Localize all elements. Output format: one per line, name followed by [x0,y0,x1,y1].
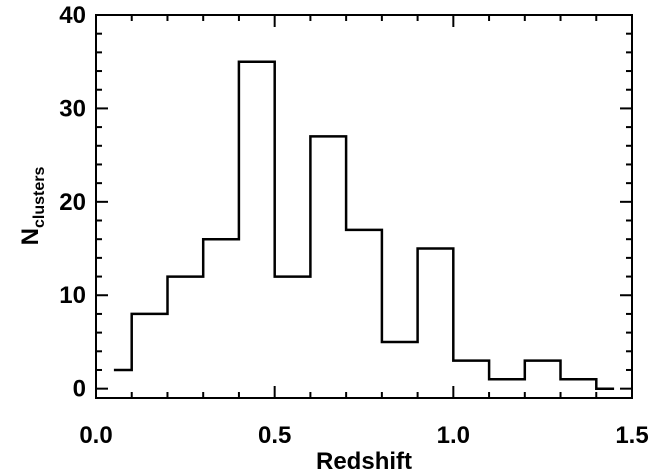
y-tick-label: 20 [59,189,86,216]
plot-frame [95,14,633,399]
y-tick-label: 40 [59,2,86,29]
svg-text:Nclusters: Nclusters [17,167,48,246]
y-axis-title-subscript: clusters [31,167,48,228]
tick-marks [95,14,633,398]
y-tick-label: 30 [59,95,86,122]
y-axis-title-main: N [17,228,44,245]
x-tick-label: 0.5 [258,422,291,449]
y-tick-labels: 0 10 20 30 40 [59,2,86,403]
x-tick-label: 0.0 [79,422,112,449]
histogram-step-line [113,60,615,390]
x-axis-title: Redshift [316,448,412,473]
y-axis-title: Nclusters [17,167,48,246]
y-tick-label: 0 [73,376,86,403]
y-tick-label: 10 [59,282,86,309]
x-tick-labels: 0.0 0.5 1.0 1.5 [79,422,648,449]
x-tick-label: 1.0 [437,422,470,449]
x-tick-label: 1.5 [615,422,648,449]
